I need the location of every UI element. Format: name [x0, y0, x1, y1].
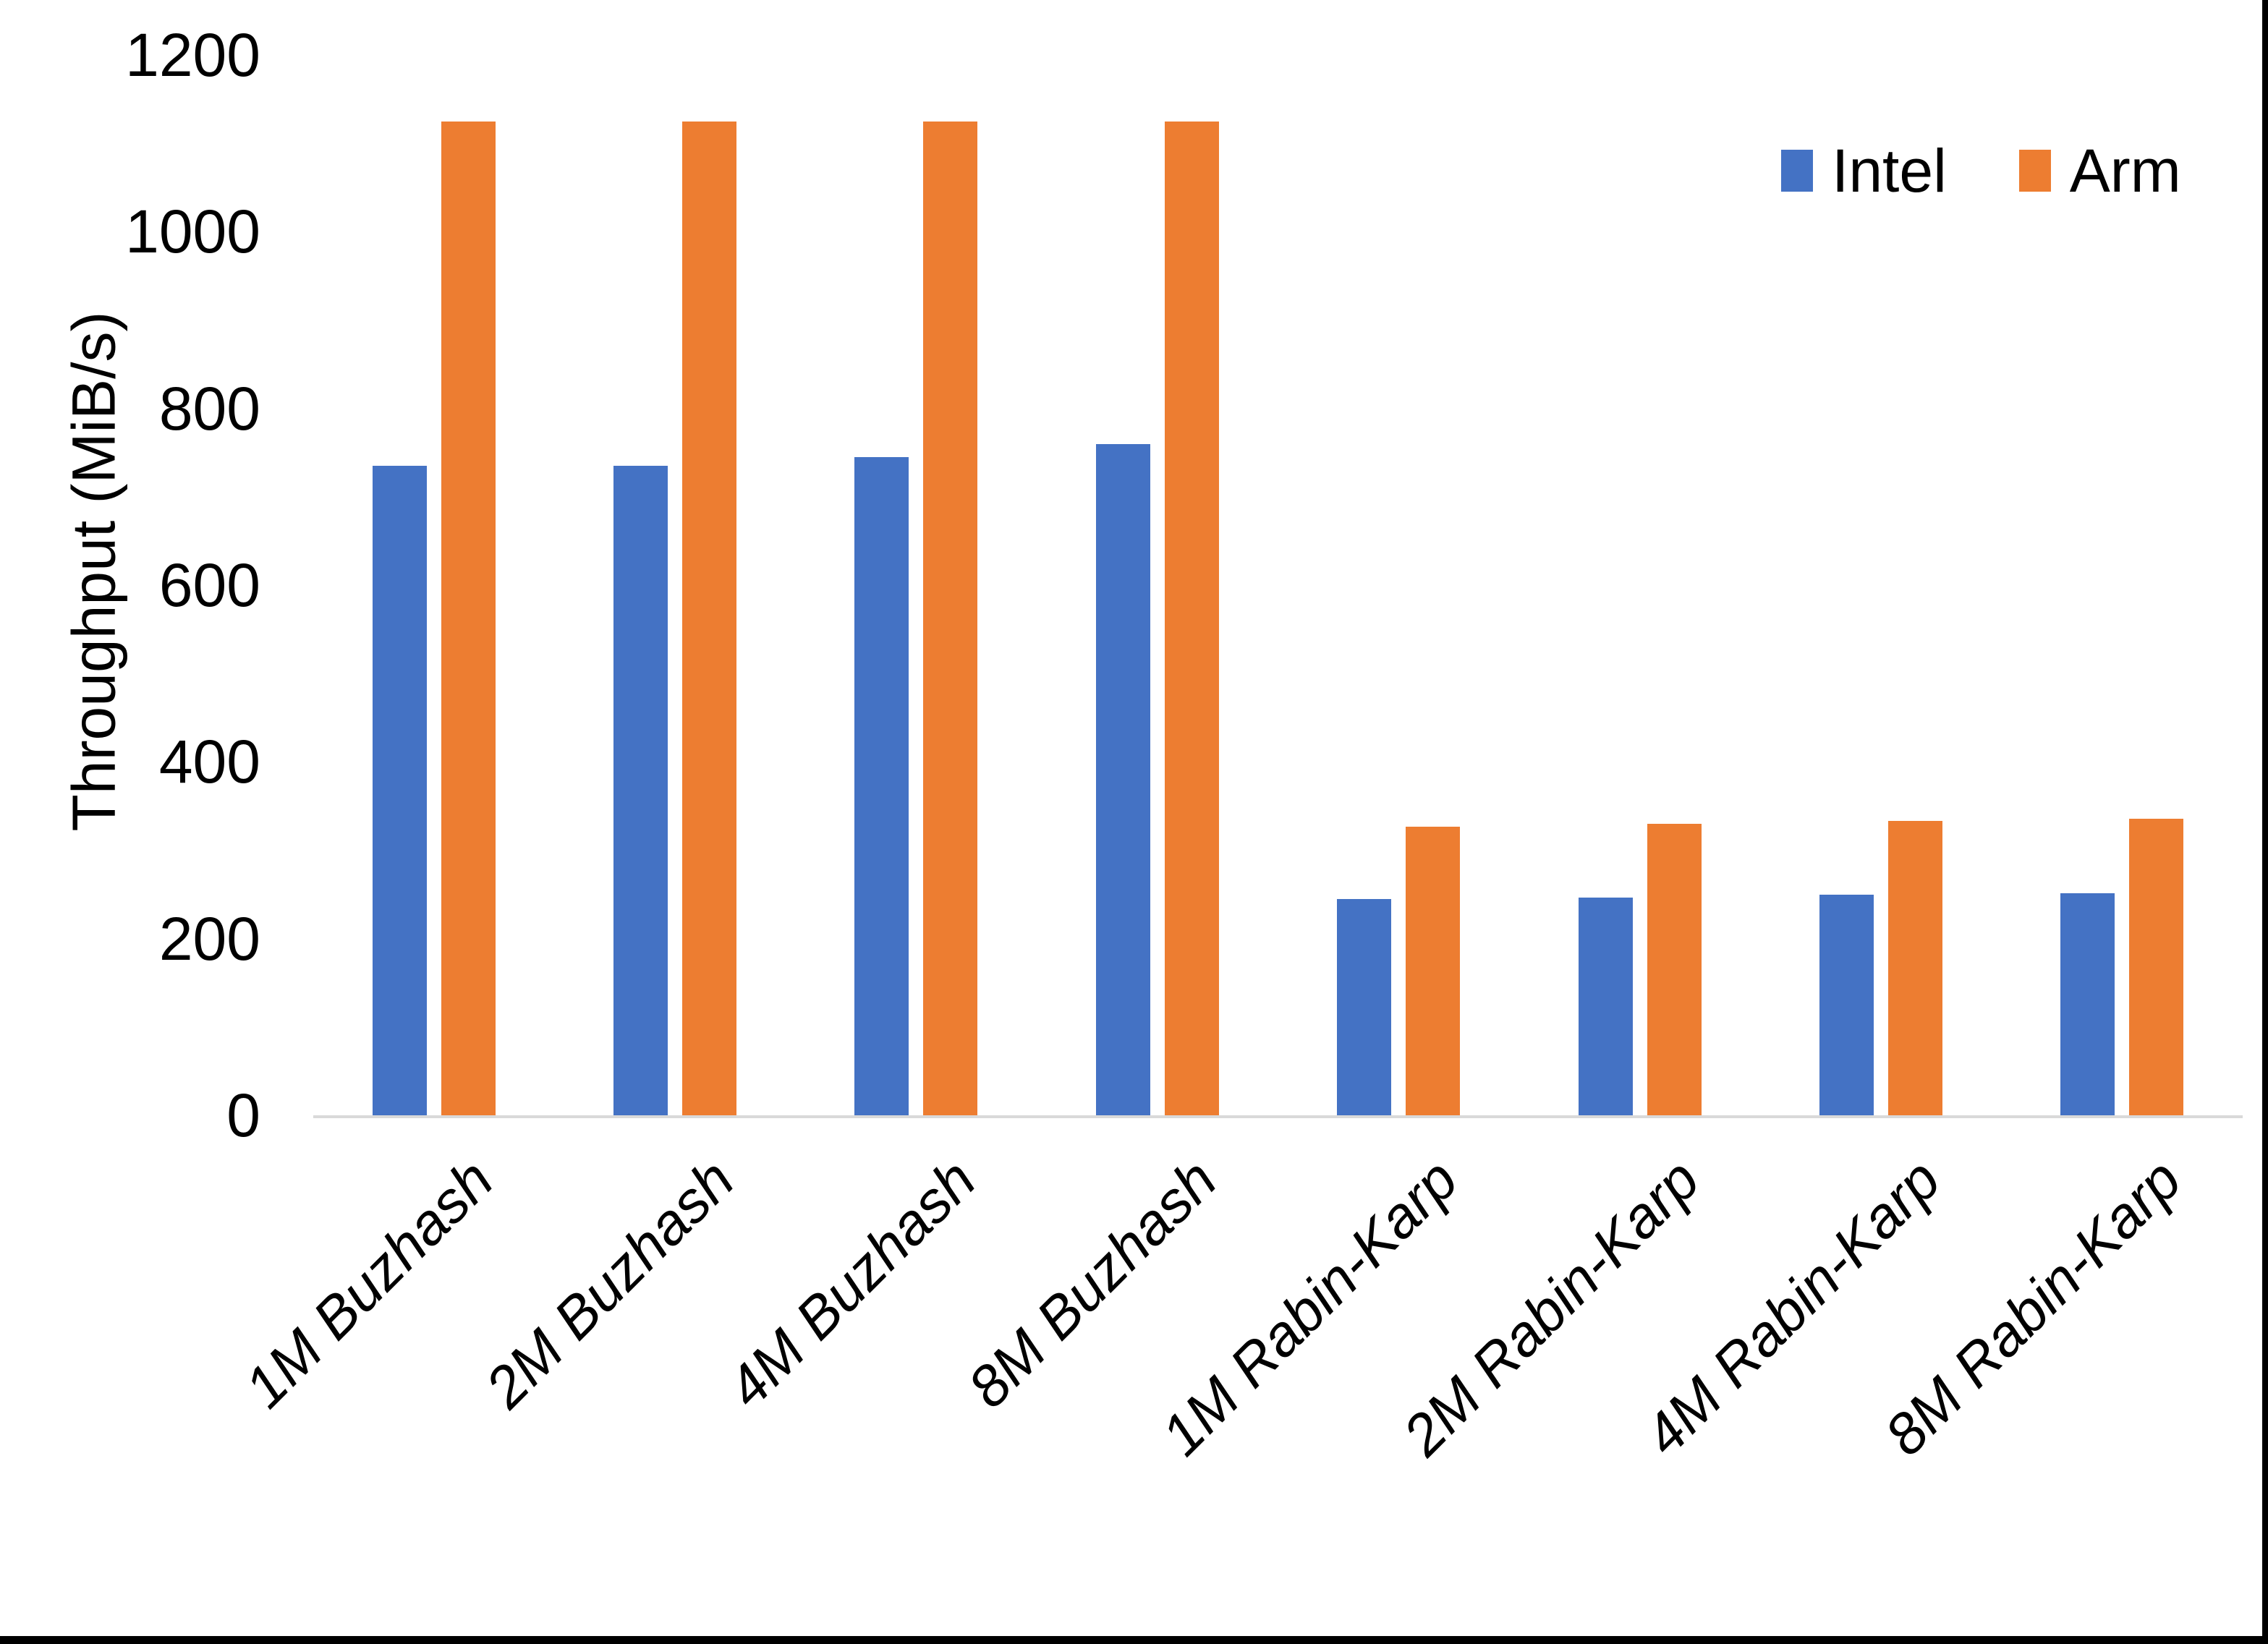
- plot-area: [313, 55, 2243, 1115]
- y-tick-label-600: 600: [158, 551, 260, 619]
- x-axis-line: [313, 1115, 2243, 1118]
- x-label-4m-buzhash: 4M Buzhash: [714, 1146, 988, 1421]
- bar-intel-4m-buzhash: [854, 456, 909, 1115]
- bar-intel-1m-rabin-karp: [1337, 898, 1392, 1115]
- bar-intel-1m-buzhash: [372, 466, 427, 1115]
- bar-arm-8m-buzhash: [1164, 121, 1219, 1115]
- y-tick-label-1200: 1200: [125, 21, 260, 89]
- category-group-2m-buzhash: [554, 55, 795, 1115]
- x-label-1m-buzhash: 1M Buzhash: [232, 1146, 506, 1421]
- legend: Intel Arm: [1781, 135, 2181, 207]
- legend-item-intel: Intel: [1781, 135, 1947, 207]
- bar-arm-4m-buzhash: [923, 121, 978, 1115]
- bar-intel-8m-buzhash: [1095, 443, 1150, 1115]
- screenshot-right-edge: [2262, 0, 2268, 1644]
- bar-arm-1m-buzhash: [441, 121, 496, 1115]
- y-tick-label-800: 800: [158, 374, 260, 443]
- legend-swatch-arm: [2018, 150, 2051, 192]
- bar-arm-2m-buzhash: [682, 121, 737, 1115]
- category-group-8m-buzhash: [1037, 55, 1278, 1115]
- x-label-8m-buzhash: 8M Buzhash: [956, 1146, 1229, 1421]
- category-group-1m-rabin-karp: [1278, 55, 1519, 1115]
- category-group-2m-rabin-karp: [1519, 55, 1760, 1115]
- y-tick-label-200: 200: [158, 904, 260, 973]
- y-tick-label-1000: 1000: [125, 197, 260, 266]
- y-tick-label-400: 400: [158, 728, 260, 796]
- category-group-1m-buzhash: [313, 55, 554, 1115]
- category-group-4m-rabin-karp: [1760, 55, 2001, 1115]
- category-group-4m-buzhash: [796, 55, 1037, 1115]
- bar-intel-4m-rabin-karp: [1819, 894, 1874, 1115]
- bar-intel-8m-rabin-karp: [2060, 893, 2115, 1115]
- y-tick-label-0: 0: [226, 1081, 260, 1149]
- screenshot-bottom-edge: [0, 1636, 2268, 1644]
- legend-label-intel: Intel: [1832, 137, 1947, 205]
- bar-arm-2m-rabin-karp: [1647, 823, 1702, 1115]
- bar-arm-1m-rabin-karp: [1406, 826, 1461, 1115]
- bar-intel-2m-buzhash: [613, 466, 668, 1115]
- legend-label-arm: Arm: [2069, 137, 2181, 205]
- legend-item-arm: Arm: [2018, 135, 2181, 207]
- bar-intel-2m-rabin-karp: [1578, 898, 1633, 1115]
- category-group-8m-rabin-karp: [2002, 55, 2243, 1115]
- bar-arm-8m-rabin-karp: [2129, 818, 2184, 1115]
- legend-swatch-intel: [1781, 150, 1813, 192]
- bar-arm-4m-rabin-karp: [1887, 821, 1942, 1115]
- x-label-2m-buzhash: 2M Buzhash: [473, 1146, 747, 1421]
